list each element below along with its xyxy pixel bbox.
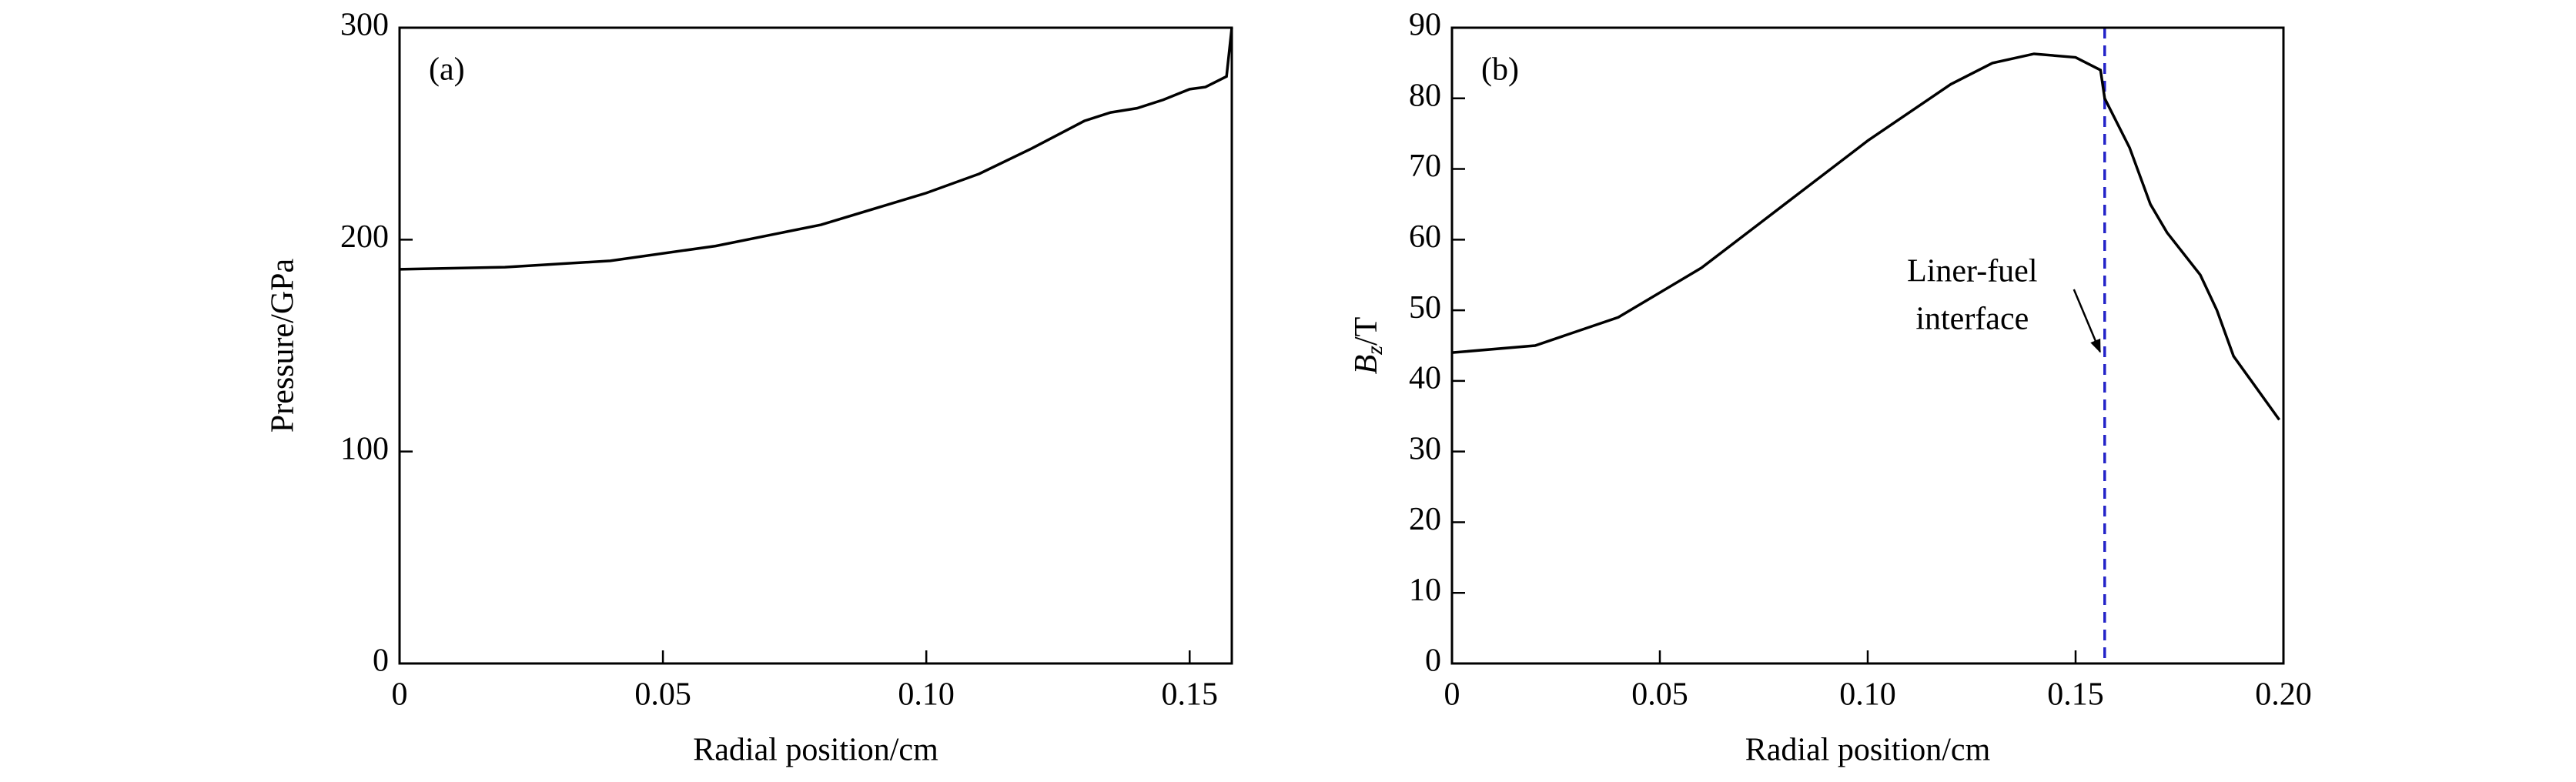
- y-label-subscript: z: [1362, 346, 1387, 356]
- panel-label: (b): [1481, 52, 1519, 88]
- y-tick-label: 0: [1425, 643, 1441, 679]
- y-tick-label: 70: [1409, 149, 1441, 184]
- data-line: [399, 27, 1233, 271]
- y-tick-label: 30: [1409, 431, 1441, 466]
- plot-frame: [398, 26, 1233, 665]
- y-label-unit: /T: [1349, 317, 1384, 346]
- y-tick-label: 10: [1409, 573, 1441, 608]
- x-tick-label: 0.15: [1162, 677, 1219, 713]
- y-tick-label: 100: [340, 431, 389, 466]
- plot-frame: [1450, 26, 2285, 665]
- annotation: interface: [1915, 302, 2029, 337]
- x-tick-label: 0.05: [1631, 677, 1688, 713]
- x-axis-label: Radial position/cm: [693, 733, 938, 768]
- y-tick-label: 20: [1409, 502, 1441, 537]
- panel: 0 0.05 0.10 0.15 0 100 200 300 (a) Radial positio…: [266, 8, 1233, 768]
- y-tick-label: 80: [1409, 78, 1441, 113]
- annotation-arrow: [2073, 289, 2101, 353]
- y-axis-label: Pressure/GPa: [266, 258, 301, 433]
- x-tick-label: 0: [1444, 677, 1460, 713]
- panel-label: (a): [429, 52, 465, 88]
- panel: 0 0.05 0.10 0.15 0.20 0 10 20 30 40 50 60 70 80 90 (b) R…: [1349, 8, 2312, 768]
- y-tick-label: 0: [373, 643, 389, 679]
- annotation: Liner-fuel: [1907, 254, 2037, 289]
- x-tick-label: 0.20: [2255, 677, 2312, 713]
- y-tick-label: 60: [1409, 219, 1441, 255]
- y-tick-label: 90: [1409, 8, 1441, 43]
- y-label-symbol: B: [1349, 355, 1384, 375]
- y-tick-label: 50: [1409, 290, 1441, 326]
- x-tick-label: 0.05: [634, 677, 691, 713]
- x-tick-label: 0.15: [2047, 677, 2104, 713]
- x-axis-label: Radial position/cm: [1745, 733, 1991, 768]
- data-line: [1451, 52, 2281, 421]
- y-tick-label: 40: [1409, 361, 1441, 396]
- x-tick-label: 0.10: [1839, 677, 1896, 713]
- x-tick-label: 0.10: [898, 677, 955, 713]
- y-tick-label: 200: [340, 219, 389, 255]
- y-tick-label: 300: [340, 8, 389, 43]
- x-tick-label: 0: [392, 677, 408, 713]
- y-axis-label: Bz/T: [1349, 317, 1387, 375]
